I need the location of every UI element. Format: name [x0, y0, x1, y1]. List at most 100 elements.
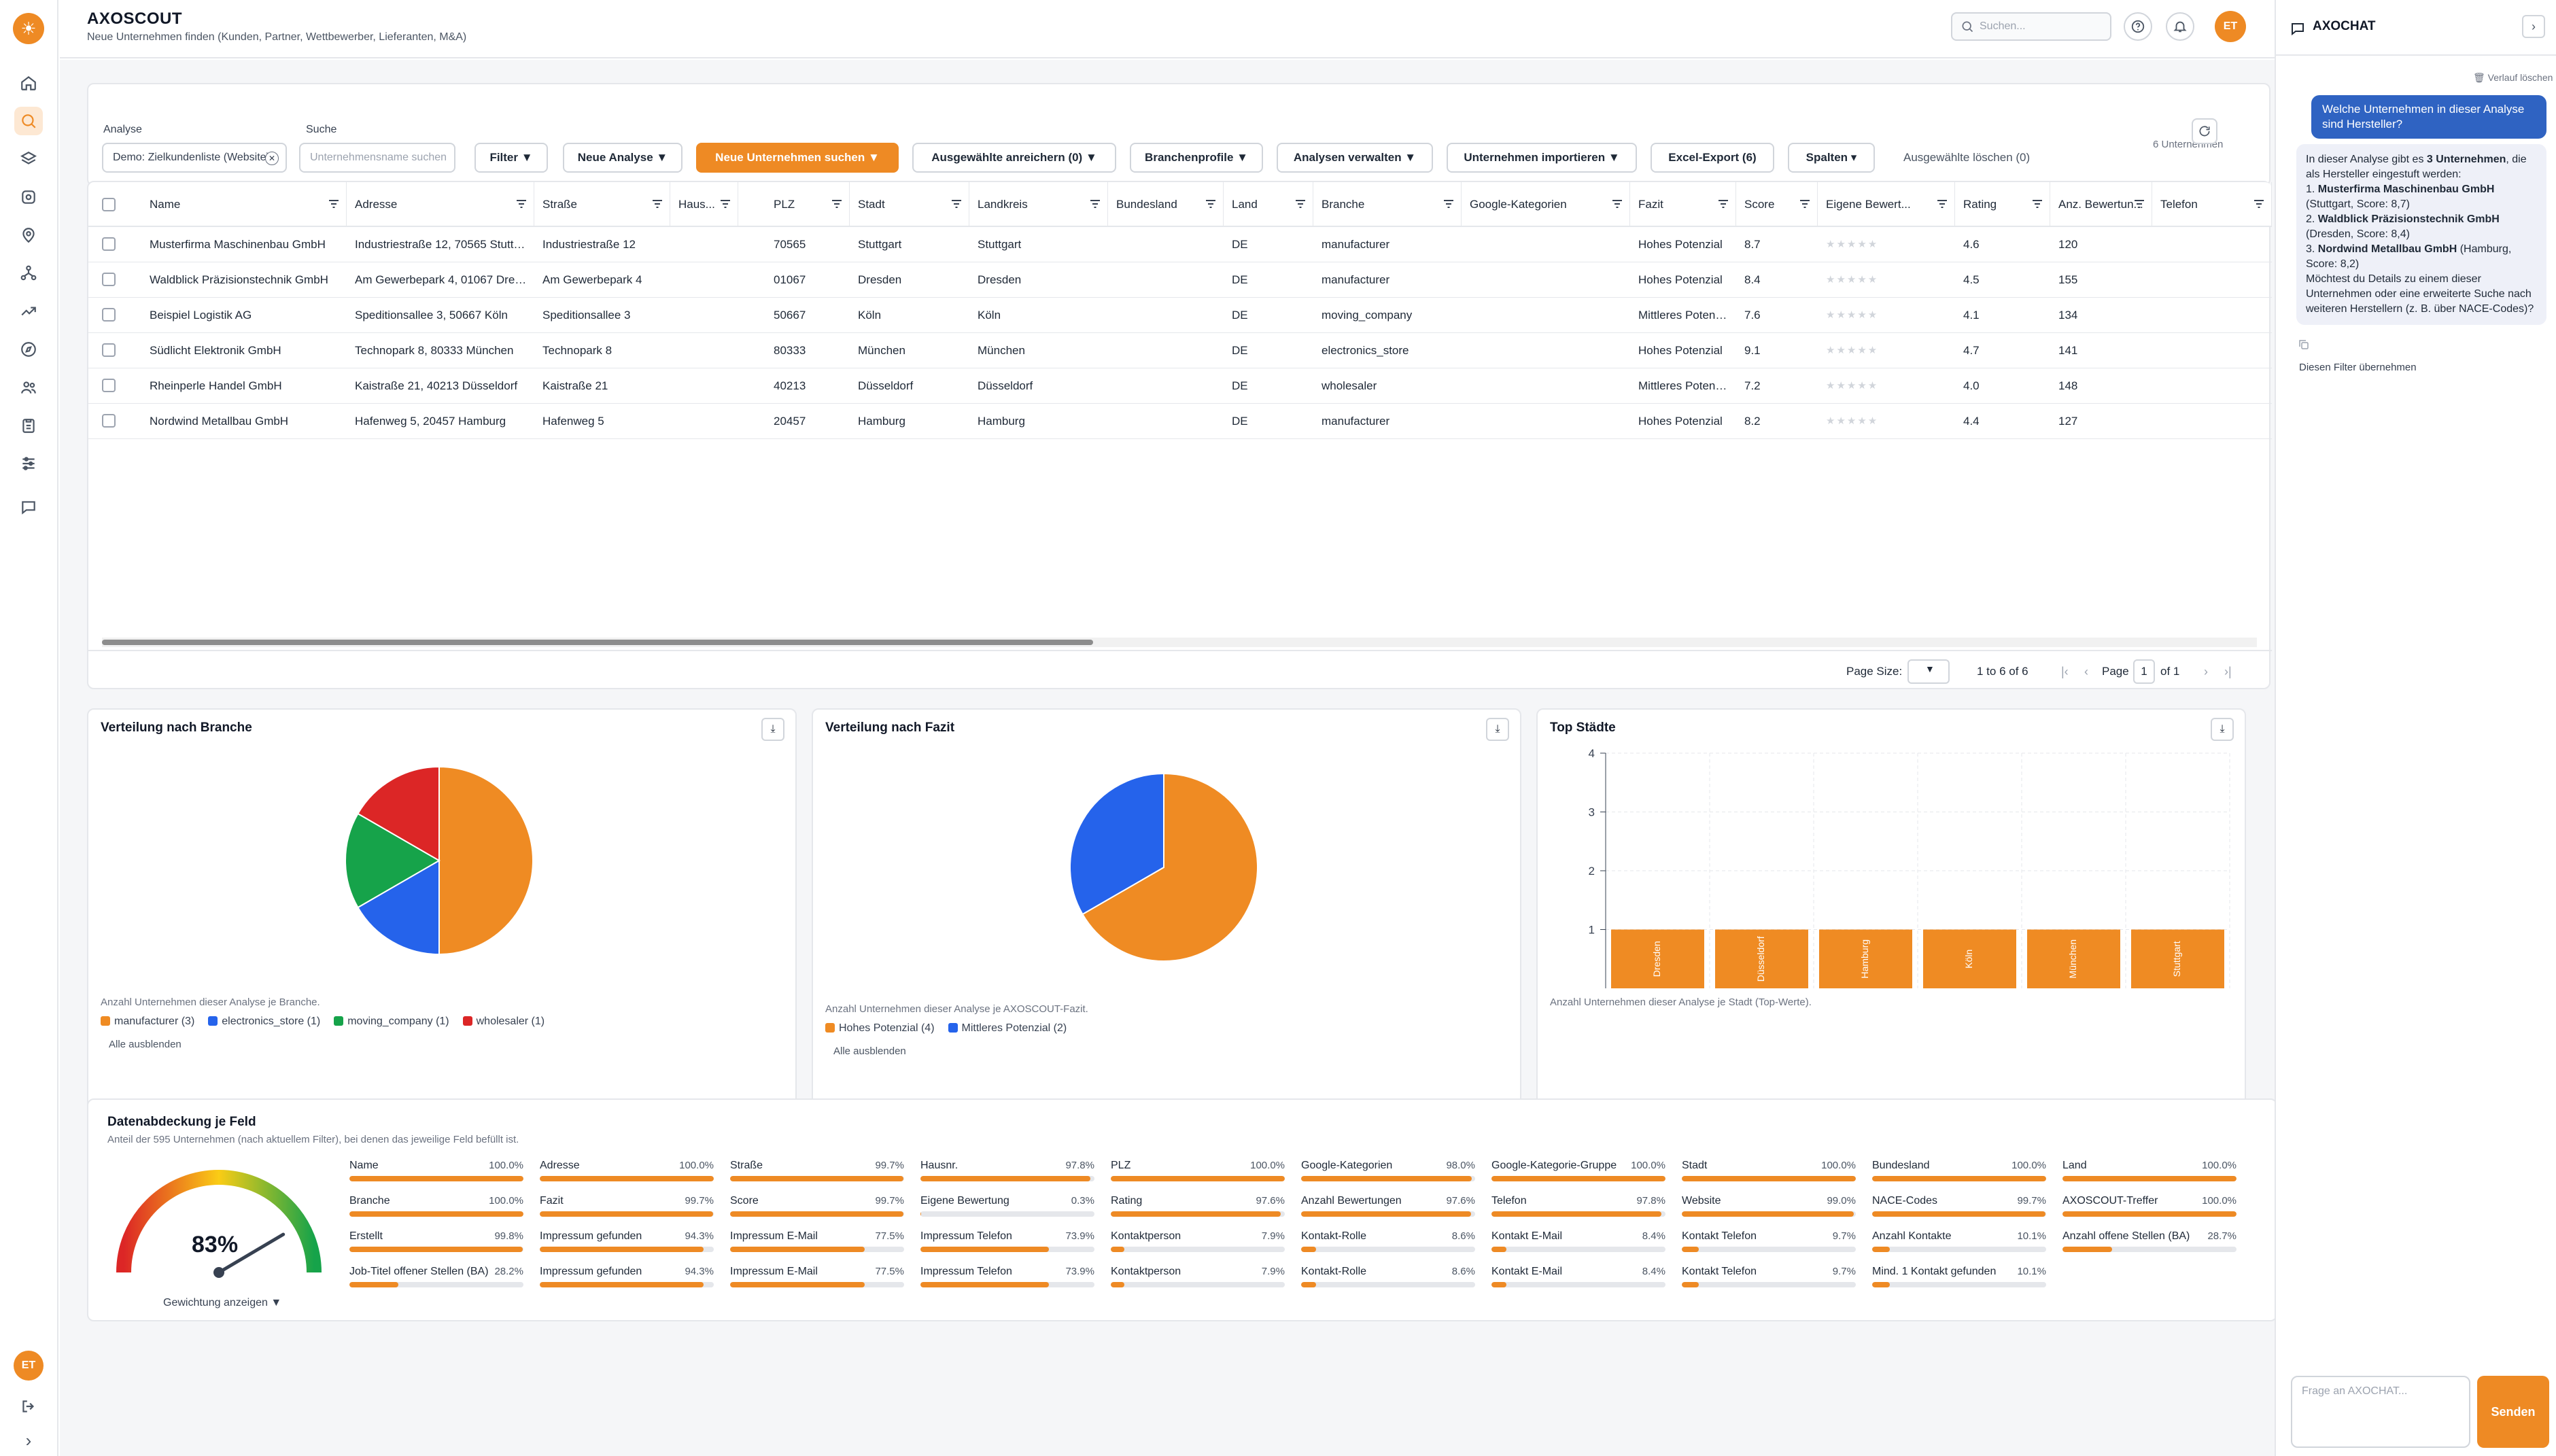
global-search-input[interactable]: Suchen...	[1951, 12, 2111, 41]
fazit-legend-item[interactable]: Hohes Potenzial (4)	[825, 1022, 935, 1035]
branche-legend-item[interactable]: wholesaler (1)	[462, 1016, 545, 1028]
nav-users-icon[interactable]	[14, 373, 43, 402]
filter-icon[interactable]	[1295, 199, 1306, 209]
nav-map-pin-icon[interactable]	[14, 221, 43, 249]
branche-legend-item[interactable]: manufacturer (3)	[101, 1016, 194, 1028]
filter-icon[interactable]	[2134, 199, 2145, 209]
cell-stars[interactable]: ★★★★★	[1826, 239, 1879, 250]
enrich-selected-button[interactable]: Ausgewählte anreichern (0) ▼	[912, 143, 1116, 173]
table-row[interactable]: Waldblick Präzisionstechnik GmbH Am Gewer…	[88, 262, 2272, 298]
table-row[interactable]: Musterfirma Maschinenbau GmbH Industriest…	[88, 227, 2272, 262]
company-name-search-input[interactable]: Unternehmensname suchen	[299, 143, 455, 173]
filter-icon[interactable]	[1612, 199, 1623, 209]
city-bar[interactable]	[1923, 929, 2016, 989]
column-header[interactable]: Fazit	[1630, 182, 1736, 227]
branche-legend-item[interactable]: moving_company (1)	[334, 1016, 449, 1028]
next-page-button[interactable]: ›	[2204, 665, 2208, 678]
filter-icon[interactable]	[720, 199, 731, 209]
chat-input[interactable]: Frage an AXOCHAT...	[2291, 1376, 2470, 1448]
branche-slice-2[interactable]	[345, 812, 441, 909]
filter-icon[interactable]	[831, 199, 842, 209]
city-bar[interactable]	[1715, 929, 1808, 989]
filter-icon[interactable]	[1443, 199, 1454, 209]
fazit-download-button[interactable]: ⤓	[1486, 718, 1509, 741]
apply-filter-button[interactable]: Diesen Filter übernehmen	[2299, 362, 2417, 373]
column-header[interactable]: Bundesland	[1108, 182, 1224, 227]
filter-icon[interactable]	[328, 199, 339, 209]
page-number-input[interactable]: 1	[2133, 659, 2155, 684]
page-size-select[interactable]: ▼	[1907, 659, 1950, 684]
table-row[interactable]: Nordwind Metallbau GmbH Hafenweg 5, 20457…	[88, 404, 2272, 439]
column-header[interactable]: Score	[1736, 182, 1818, 227]
city-bar[interactable]	[2027, 929, 2120, 989]
nav-message-icon[interactable]	[14, 493, 43, 521]
table-row[interactable]: Beispiel Logistik AG Speditionsallee 3, 5…	[88, 298, 2272, 333]
nav-database-icon[interactable]	[14, 183, 43, 211]
filter-icon[interactable]	[2032, 199, 2043, 209]
filter-icon[interactable]	[2253, 199, 2264, 209]
fazit-slice-0[interactable]	[1082, 772, 1258, 962]
table-row[interactable]: Rheinperle Handel GmbH Kaistraße 21, 4021…	[88, 368, 2272, 404]
row-checkbox[interactable]	[102, 343, 116, 357]
import-companies-button[interactable]: Unternehmen importieren ▼	[1447, 143, 1637, 173]
analysis-select[interactable]: Demo: Zielkundenliste (Website) ✕	[102, 143, 287, 173]
branche-slice-3[interactable]	[357, 765, 440, 862]
help-button[interactable]	[2124, 12, 2152, 41]
branche-download-button[interactable]: ⤓	[761, 718, 784, 741]
column-header[interactable]: Branche	[1313, 182, 1462, 227]
sidebar-user-avatar[interactable]: ET	[14, 1351, 44, 1381]
cell-stars[interactable]: ★★★★★	[1826, 309, 1879, 321]
user-avatar[interactable]: ET	[2215, 11, 2246, 42]
nav-clipboard-icon[interactable]	[14, 411, 43, 440]
nav-trend-icon[interactable]	[14, 297, 43, 326]
city-bar[interactable]	[1819, 929, 1912, 989]
top-cities-download-button[interactable]: ⤓	[2211, 718, 2234, 741]
filter-icon[interactable]	[1799, 199, 1810, 209]
row-checkbox[interactable]	[102, 414, 116, 428]
columns-button[interactable]: Spalten ▾	[1788, 143, 1875, 173]
cell-stars[interactable]: ★★★★★	[1826, 415, 1879, 427]
prev-page-button[interactable]: ‹	[2084, 665, 2088, 678]
chat-collapse-button[interactable]: ›	[2522, 15, 2545, 38]
filter-icon[interactable]	[1090, 199, 1101, 209]
show-weighting-button[interactable]: Gewichtung anzeigen ▼	[163, 1297, 282, 1308]
column-header[interactable]: Landkreis	[969, 182, 1108, 227]
app-logo[interactable]: ☀	[13, 13, 44, 44]
column-header[interactable]: PLZ	[765, 182, 850, 227]
refresh-button[interactable]	[2192, 118, 2217, 144]
fazit-slice-1[interactable]	[1069, 772, 1164, 916]
column-header[interactable]: Name	[141, 182, 347, 227]
fazit-hide-all-button[interactable]: Alle ausblenden	[833, 1045, 906, 1057]
filter-icon[interactable]	[1937, 199, 1948, 209]
filter-button[interactable]: Filter ▼	[474, 143, 548, 173]
branche-slice-1[interactable]	[357, 859, 440, 956]
nav-sliders-icon[interactable]	[14, 449, 43, 478]
nav-home-icon[interactable]	[14, 69, 43, 97]
nav-search-icon[interactable]	[14, 107, 43, 135]
nav-network-icon[interactable]	[14, 259, 43, 288]
column-header[interactable]: Straße	[534, 182, 670, 227]
branche-slice-0[interactable]	[438, 765, 534, 956]
nav-compass-icon[interactable]	[14, 335, 43, 364]
clear-history-button[interactable]: 🗑 Verlauf löschen	[2473, 72, 2553, 84]
copy-icon[interactable]	[2298, 339, 2310, 351]
branche-legend-item[interactable]: electronics_store (1)	[208, 1016, 320, 1028]
clear-analysis-icon[interactable]: ✕	[265, 152, 279, 165]
fazit-legend-item[interactable]: Mittleres Potenzial (2)	[948, 1022, 1067, 1035]
find-new-companies-button[interactable]: Neue Unternehmen suchen ▼	[696, 143, 899, 173]
filter-icon[interactable]	[1205, 199, 1216, 209]
row-checkbox[interactable]	[102, 273, 116, 286]
branche-hide-all-button[interactable]: Alle ausblenden	[109, 1039, 182, 1050]
cell-stars[interactable]: ★★★★★	[1826, 274, 1879, 285]
column-header[interactable]: Rating	[1955, 182, 2050, 227]
column-header[interactable]: Google-Kategorien	[1462, 182, 1630, 227]
cell-stars[interactable]: ★★★★★	[1826, 380, 1879, 392]
notifications-button[interactable]	[2166, 12, 2194, 41]
new-analysis-button[interactable]: Neue Analyse ▼	[563, 143, 683, 173]
row-checkbox[interactable]	[102, 237, 116, 251]
filter-icon[interactable]	[1718, 199, 1729, 209]
filter-icon[interactable]	[516, 199, 527, 209]
filter-icon[interactable]	[951, 199, 962, 209]
column-header[interactable]: Stadt	[850, 182, 969, 227]
send-button[interactable]: Senden	[2477, 1376, 2549, 1448]
